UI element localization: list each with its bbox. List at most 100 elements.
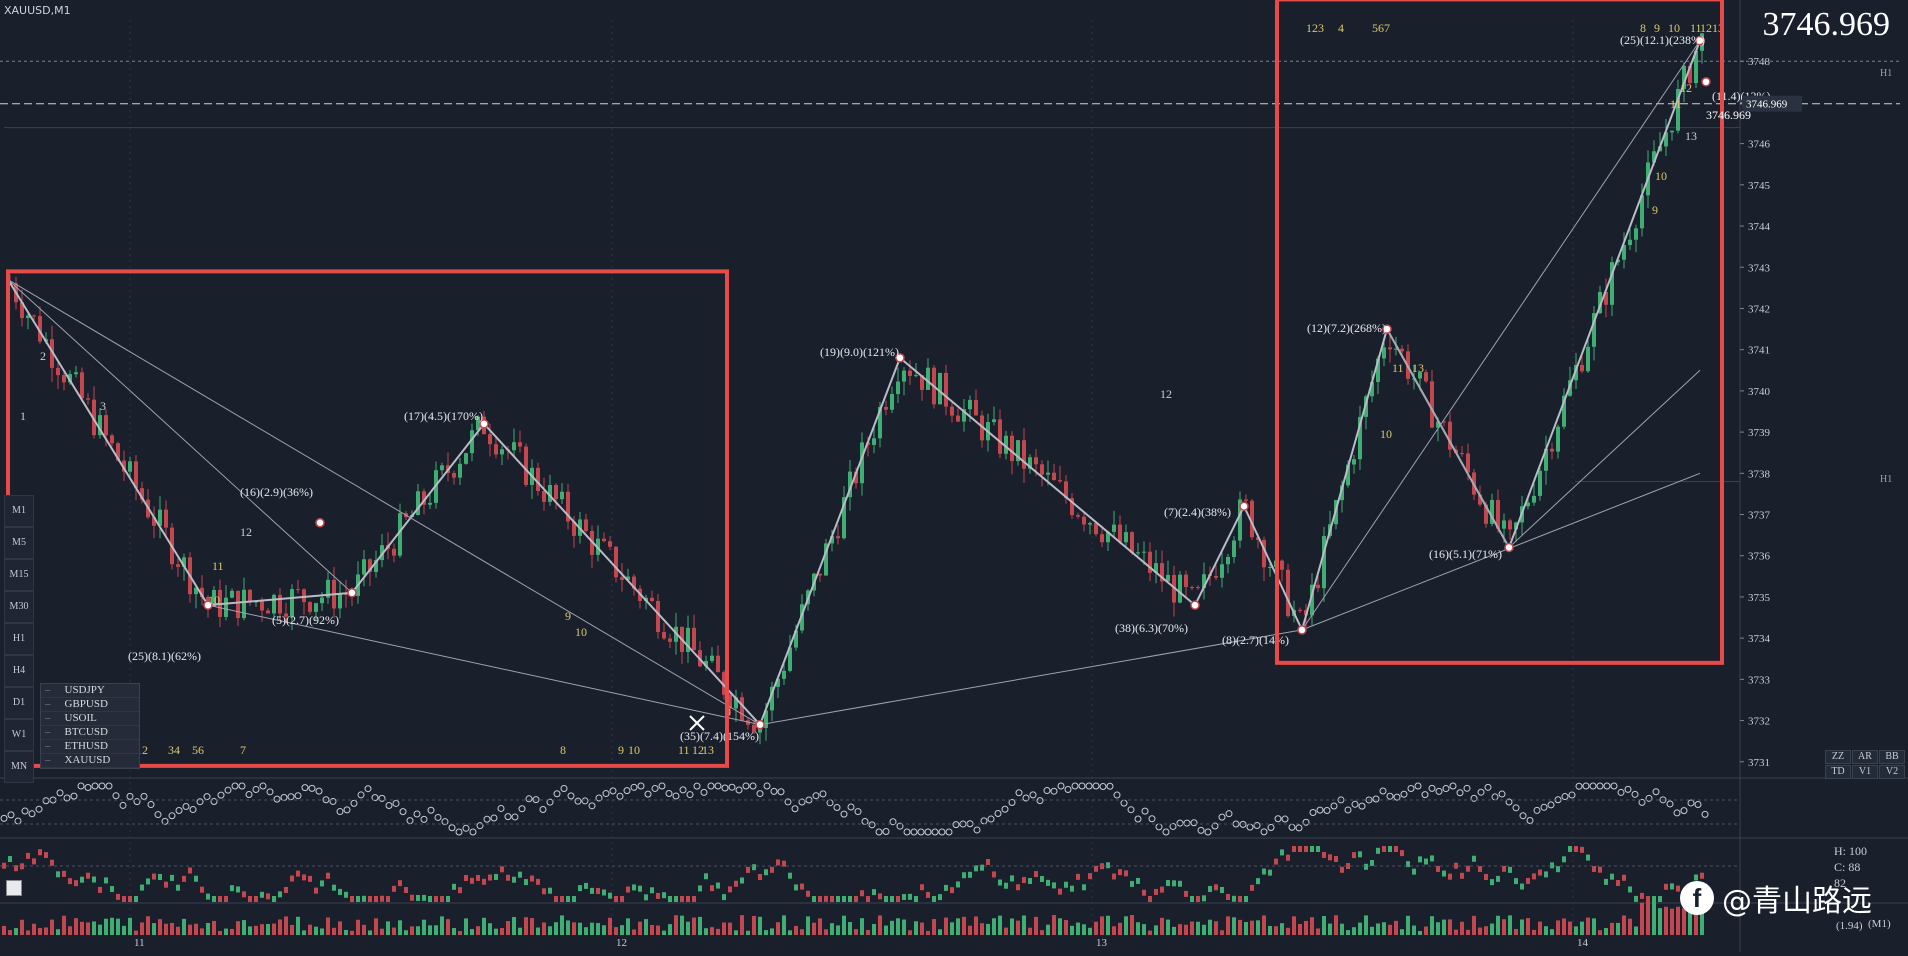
oscillator-dot [126, 792, 134, 800]
oscillator-dot [987, 815, 995, 823]
watchlist-item[interactable]: – ETHUSD [41, 740, 139, 754]
volume-bar [1370, 926, 1374, 935]
candle-body [1586, 346, 1590, 372]
oscillator-dot [378, 794, 386, 802]
timeframe-m1[interactable]: M1 [4, 495, 34, 527]
timeframe-w1[interactable]: W1 [4, 719, 34, 751]
volume-bar [1298, 923, 1302, 935]
volume-bar [1076, 922, 1080, 935]
timeframe-h4[interactable]: H4 [4, 655, 34, 687]
volume-bar [974, 916, 978, 935]
oscillator-dot [1449, 782, 1457, 790]
candle-body [86, 398, 90, 400]
candle-body [608, 541, 612, 547]
candle-body [440, 465, 444, 471]
oscillator-dot [1330, 802, 1338, 810]
volume-bar [596, 923, 600, 935]
toggle-v2[interactable]: V2 [1879, 765, 1905, 779]
candle-body [1682, 65, 1686, 89]
candle-body [1268, 567, 1272, 569]
toggle-ar[interactable]: AR [1852, 750, 1878, 764]
histogram-bar [1028, 878, 1032, 885]
toggle-td[interactable]: TD [1825, 765, 1851, 779]
timeframe-m5[interactable]: M5 [4, 527, 34, 559]
oscillator-dot [938, 828, 946, 836]
oscillator-dot [161, 817, 169, 825]
timeframe-mn[interactable]: MN [4, 751, 34, 783]
volume-bar [404, 930, 408, 935]
bottom-wave-count: 7 [240, 743, 246, 757]
histogram-bar [110, 886, 114, 893]
oscillator-dot [238, 782, 246, 790]
timeframe-m30[interactable]: M30 [4, 591, 34, 623]
wave-count: 12 [1680, 81, 1692, 95]
volume-bar [920, 922, 924, 935]
candle-body [620, 577, 624, 580]
histogram-bar [686, 896, 690, 902]
document-icon[interactable] [6, 880, 22, 896]
volume-bar [578, 922, 582, 935]
volume-bar [1388, 924, 1392, 935]
x-axis-label: 12 [616, 937, 627, 949]
watchlist-item[interactable]: – XAUUSD [41, 754, 139, 768]
histogram-bar [836, 896, 840, 902]
candle-body [380, 545, 384, 561]
timeframe-m15[interactable]: M15 [4, 559, 34, 591]
histogram-bar [986, 858, 990, 865]
volume-bar [1556, 920, 1560, 935]
candle-body [128, 461, 132, 472]
volume-bar [122, 925, 126, 935]
oscillator-dot [679, 786, 687, 794]
volume-bar [1586, 917, 1590, 935]
candle-body [1394, 348, 1398, 350]
candle-body [368, 559, 372, 572]
histogram-bar [944, 884, 948, 891]
toggle-bb[interactable]: BB [1879, 750, 1905, 764]
histogram-bar [980, 864, 984, 871]
oscillator-dot [315, 787, 323, 795]
oscillator-dot [350, 799, 358, 807]
oscillator-dot [1505, 798, 1513, 806]
histogram-bar [890, 896, 894, 902]
candle-body [362, 559, 366, 575]
timeframe-h1[interactable]: H1 [4, 623, 34, 655]
watchlist-item[interactable]: – GBPUSD [41, 698, 139, 712]
watchlist-item[interactable]: – BTCUSD [41, 726, 139, 740]
volume-bar [608, 917, 612, 935]
histogram-bar [1190, 896, 1194, 902]
histogram-bar [1562, 856, 1566, 863]
candle-body [758, 727, 762, 733]
candle-body [1424, 372, 1428, 382]
watchlist-item[interactable]: – USDJPY [41, 684, 139, 698]
toggle-v1[interactable]: V1 [1852, 765, 1878, 779]
oscillator-dot [616, 792, 624, 800]
histogram-bar [656, 892, 660, 899]
watchlist-item[interactable]: – USOIL [41, 712, 139, 726]
volume-bar [752, 915, 756, 935]
volume-bar [1142, 924, 1146, 935]
histogram-bar [1250, 884, 1254, 891]
oscillator-dot [7, 811, 15, 819]
candle-body [260, 601, 264, 611]
oscillator-dot [112, 792, 120, 800]
swing-point-marker [479, 419, 489, 429]
toggle-zz[interactable]: ZZ [1825, 750, 1851, 764]
candle-body [326, 579, 330, 598]
histogram-bar [1136, 877, 1140, 884]
histogram-bar [932, 896, 936, 902]
timeframe-d1[interactable]: D1 [4, 687, 34, 719]
volume-bar [128, 917, 132, 935]
candle-body [1442, 421, 1446, 423]
histogram-bar [920, 884, 924, 891]
histogram-bar [806, 890, 810, 897]
oscillator-readout: H: 100 C: 88 82 [1834, 843, 1867, 891]
volume-bar [1016, 920, 1020, 935]
histogram-bar [848, 896, 852, 902]
volume-bar [872, 924, 876, 935]
swing-point-marker [347, 588, 357, 598]
histogram-bar [1166, 880, 1170, 887]
candle-body [1256, 537, 1260, 540]
candle-body [182, 557, 186, 567]
